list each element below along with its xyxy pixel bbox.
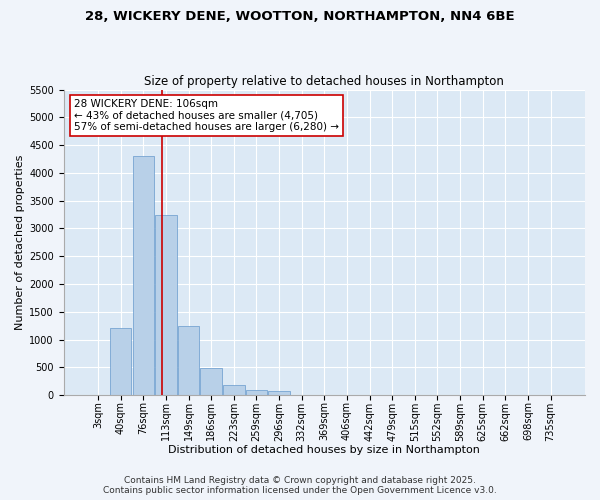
Bar (200, 368, 222, 395)
Text: Contains HM Land Registry data © Crown copyright and database right 2025.
Contai: Contains HM Land Registry data © Crown c… (103, 476, 497, 495)
Bar (246, 390, 267, 395)
Bar (178, 326, 199, 395)
Bar (110, 328, 131, 395)
Bar (133, 156, 154, 395)
Title: Size of property relative to detached houses in Northampton: Size of property relative to detached ho… (145, 76, 504, 88)
Bar (223, 384, 245, 395)
Bar (155, 214, 177, 395)
X-axis label: Distribution of detached houses by size in Northampton: Distribution of detached houses by size … (169, 445, 480, 455)
Text: 28 WICKERY DENE: 106sqm
← 43% of detached houses are smaller (4,705)
57% of semi: 28 WICKERY DENE: 106sqm ← 43% of detache… (74, 99, 339, 132)
Text: 28, WICKERY DENE, WOOTTON, NORTHAMPTON, NN4 6BE: 28, WICKERY DENE, WOOTTON, NORTHAMPTON, … (85, 10, 515, 23)
Y-axis label: Number of detached properties: Number of detached properties (15, 154, 25, 330)
Bar (268, 391, 290, 395)
